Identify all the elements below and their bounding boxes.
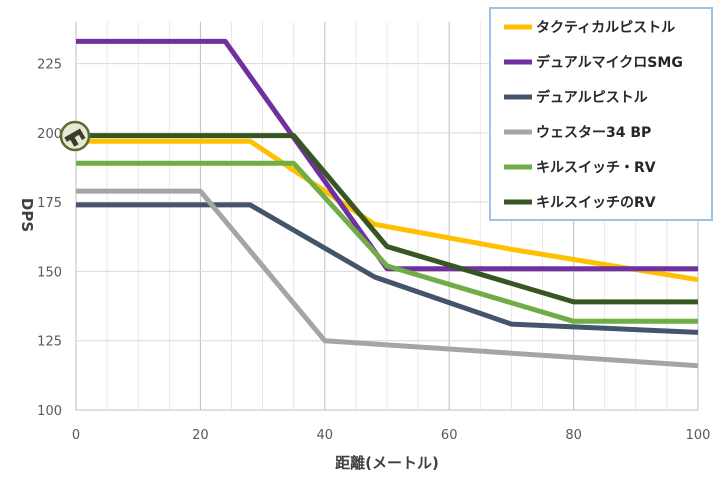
x-tick-label: 80 <box>565 428 582 443</box>
y-axis-title: DPS <box>18 198 36 232</box>
series-line <box>76 138 699 283</box>
series-line <box>76 133 698 305</box>
series-line <box>76 38 698 272</box>
x-tick-label: 0 <box>72 428 80 443</box>
series-line <box>76 188 699 369</box>
legend-label: デュアルマイクロSMG <box>536 54 683 71</box>
gun-icon-barrel <box>64 128 83 142</box>
legend-label: ウェスター34 BP <box>536 125 651 141</box>
y-tick-label: 200 <box>37 127 62 142</box>
y-tick-label: 125 <box>37 335 62 350</box>
legend-label: キルスイッチ・RV <box>536 160 656 176</box>
series-lines <box>76 38 699 369</box>
x-tick-label: 60 <box>441 428 458 443</box>
gun-icon-shape <box>64 128 86 147</box>
legend-label: デュアルピストル <box>536 89 648 106</box>
y-tick-label: 100 <box>37 404 62 419</box>
legend-box <box>489 7 713 221</box>
series-line <box>76 160 698 324</box>
series-line <box>76 202 699 335</box>
y-tick-label: 175 <box>37 196 62 211</box>
gun-icon <box>59 120 91 152</box>
x-tick-label: 40 <box>317 428 334 443</box>
x-tick-label: 100 <box>686 428 711 443</box>
legend-label: タクティカルピストル <box>536 20 675 36</box>
y-tick-label: 150 <box>37 265 62 280</box>
x-axis-title: 距離(メートル) <box>335 454 439 472</box>
tick-labels: 100 125 150 175 200 225 0 20 40 60 80 100 <box>37 58 710 443</box>
legend-label: キルスイッチのRV <box>536 195 656 211</box>
gun-icon-magazine <box>78 132 86 141</box>
y-tick-label: 225 <box>37 58 62 73</box>
gun-icon-grip <box>69 136 79 147</box>
x-tick-label: 20 <box>192 428 209 443</box>
